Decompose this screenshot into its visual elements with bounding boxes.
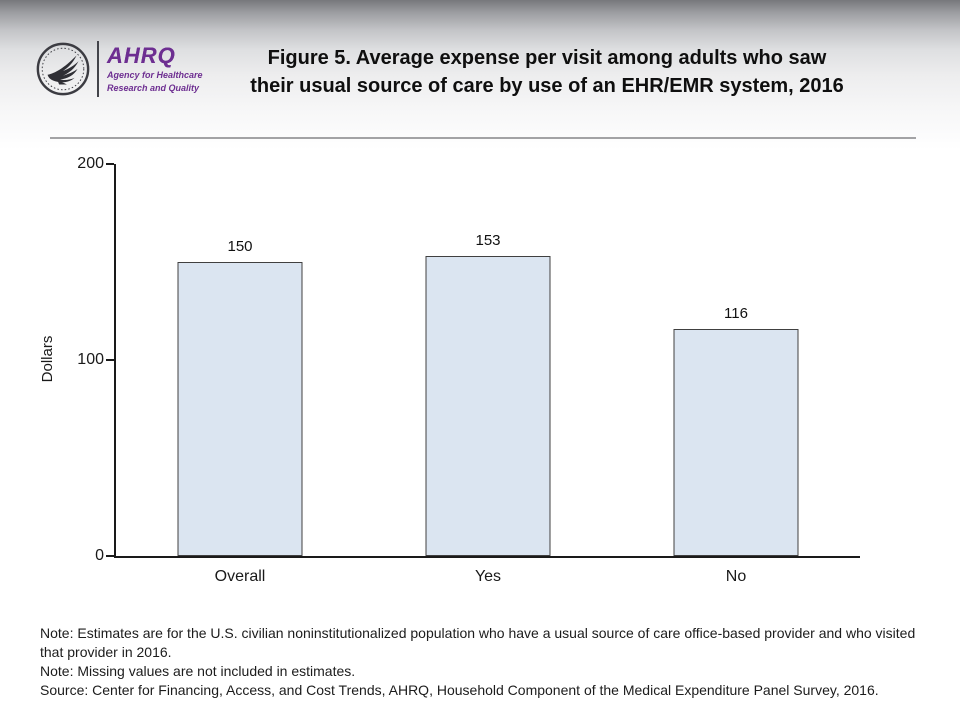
bar-value-label: 116 [724, 305, 748, 322]
bar-no [673, 329, 799, 556]
bar-value-label: 153 [475, 232, 501, 249]
figure-title-line1: Figure 5. Average expense per visit amon… [267, 47, 827, 69]
x-axis-line [114, 556, 860, 558]
hhs-ahrq-logo: AHRQ Agency for Healthcare Research and … [34, 38, 203, 100]
y-tick-label-0: 0 [95, 547, 104, 564]
figure-title-line2: their usual source of care by use of an … [250, 75, 844, 97]
figure-title: Figure 5. Average expense per visit amon… [140, 44, 954, 100]
note-missing-values: Note: Missing values are not included in… [40, 663, 356, 679]
ahrq-tagline-line1: Agency for Healthcare [107, 70, 203, 80]
x-category-no: No [725, 568, 747, 585]
ahrq-abbreviation: AHRQ [107, 43, 176, 68]
y-tick-label-200: 200 [77, 155, 104, 172]
source-line: Source: Center for Financing, Access, an… [40, 682, 879, 698]
bar-group-yes: 153 [364, 164, 612, 556]
y-axis-line [114, 164, 116, 558]
y-tick-mark [106, 555, 114, 557]
header-band: AHRQ Agency for Healthcare Research and … [0, 0, 960, 150]
hhs-eagle-icon [36, 42, 90, 96]
x-category-yes: Yes [474, 568, 502, 585]
note-population: Note: Estimates are for the U.S. civilia… [40, 625, 916, 660]
bar-value-label: 150 [227, 238, 253, 255]
ahrq-tagline-line2: Research and Quality [107, 83, 200, 93]
header-divider-line [50, 137, 916, 139]
bar-overall [177, 262, 303, 556]
y-tick-mark [106, 359, 114, 361]
bar-group-no: 116 [612, 164, 860, 556]
y-tick-mark [106, 163, 114, 165]
bar-group-overall: 150 [116, 164, 364, 556]
ahrq-wordmark: AHRQ Agency for Healthcare Research and … [107, 44, 203, 94]
logo-divider [97, 41, 99, 97]
x-axis-category-labels: Overall Yes No [116, 567, 860, 586]
bar-chart-plot-area: 150 153 116 [116, 164, 860, 556]
x-category-overall: Overall [214, 568, 266, 585]
bar-yes [425, 256, 551, 556]
footnotes: Note: Estimates are for the U.S. civilia… [40, 624, 933, 700]
y-tick-label-100: 100 [77, 351, 104, 368]
